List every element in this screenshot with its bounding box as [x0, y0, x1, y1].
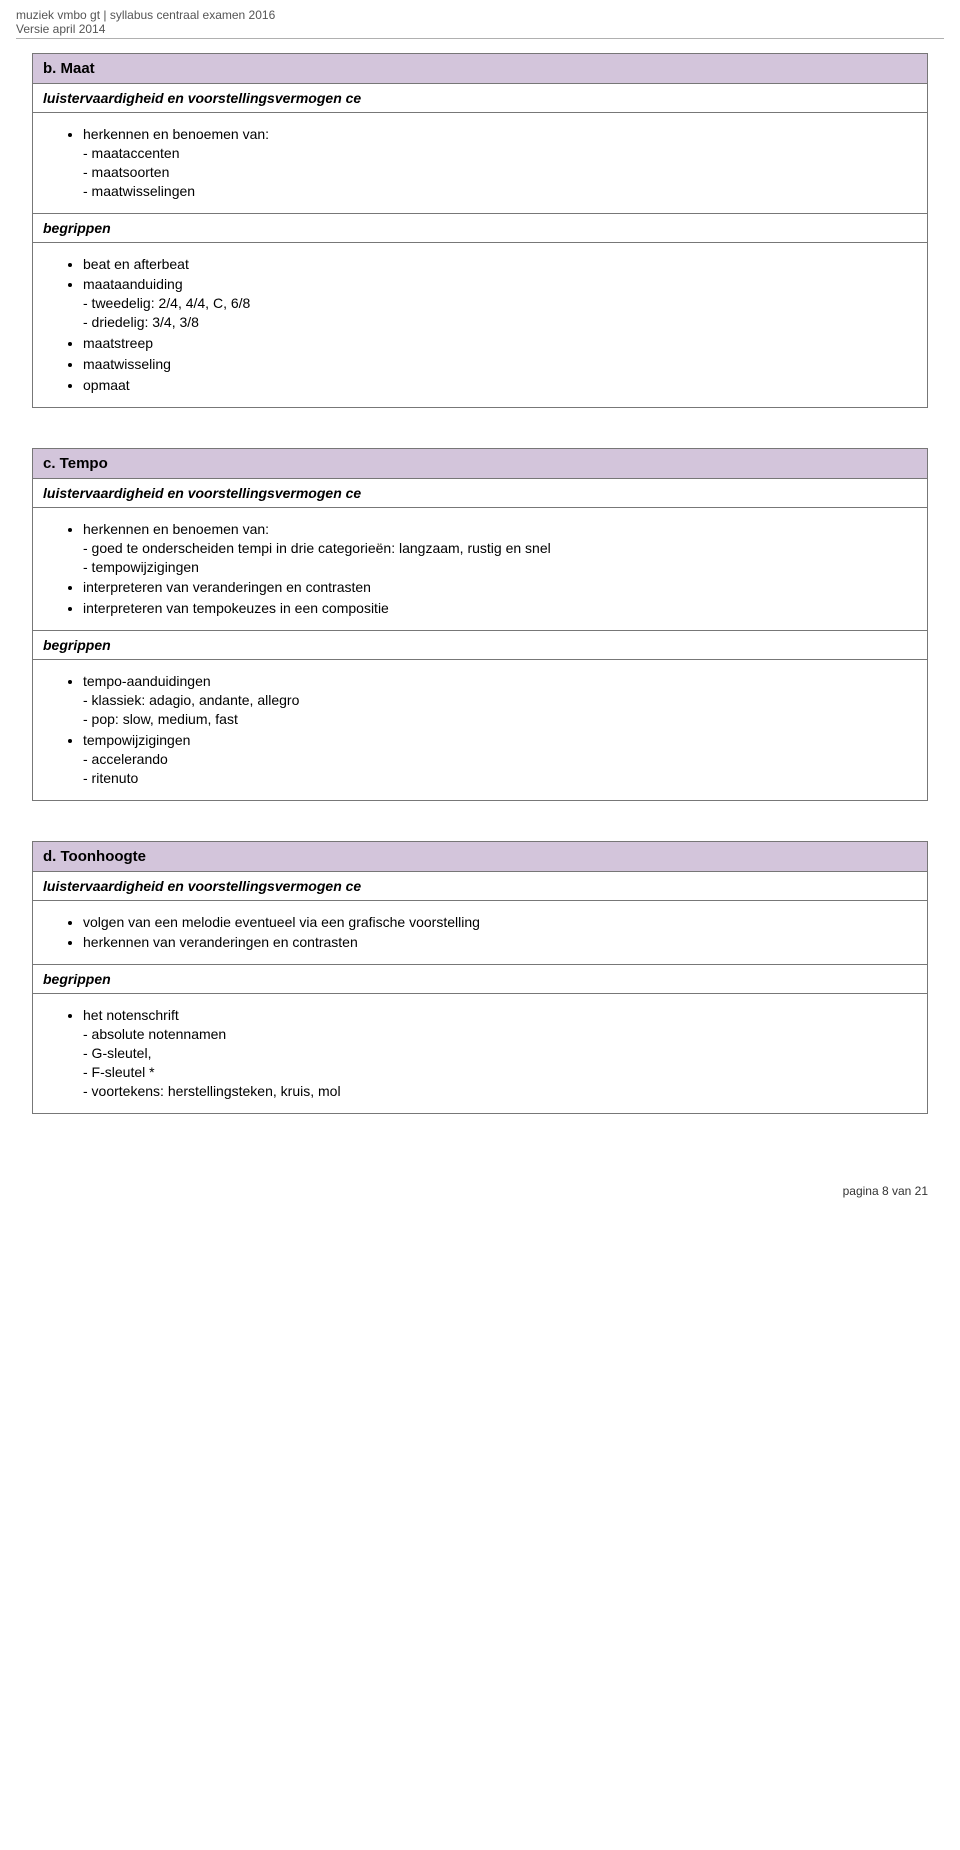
list-item: maataanduiding - tweedelig: 2/4, 4/4, C,… [83, 275, 917, 332]
header-line-2: Versie april 2014 [16, 22, 944, 36]
list-item: maatstreep [83, 334, 917, 353]
page-number: pagina 8 van 21 [843, 1184, 928, 1198]
list-item: tempowijzigingen - accelerando - ritenut… [83, 731, 917, 788]
section-title-maat: b. Maat [33, 54, 927, 84]
section-body-maat-1: herkennen en benoemen van: - maataccente… [33, 113, 927, 214]
bullet-list: het notenschrift - absolute notennamen -… [43, 1006, 917, 1100]
section-sub-maat-2: begrippen [33, 214, 927, 243]
section-body-maat-2: beat en afterbeat maataanduiding - tweed… [33, 243, 927, 407]
list-item: herkennen en benoemen van: - goed te ond… [83, 520, 917, 577]
bullet-list: beat en afterbeat maataanduiding - tweed… [43, 255, 917, 395]
list-subtext: - G-sleutel, [83, 1044, 917, 1063]
section-toonhoogte: d. Toonhoogte luistervaardigheid en voor… [32, 841, 928, 1114]
list-text: maataanduiding [83, 276, 183, 292]
list-item: herkennen en benoemen van: - maataccente… [83, 125, 917, 201]
bullet-list: volgen van een melodie eventueel via een… [43, 913, 917, 953]
page-footer: pagina 8 van 21 [0, 1174, 960, 1218]
list-subtext: - driedelig: 3/4, 3/8 [83, 313, 917, 332]
section-tempo: c. Tempo luistervaardigheid en voorstell… [32, 448, 928, 801]
list-subtext: - maatwisselingen [83, 182, 917, 201]
list-subtext: - ritenuto [83, 769, 917, 788]
bullet-list: herkennen en benoemen van: - maataccente… [43, 125, 917, 201]
section-title-toonhoogte: d. Toonhoogte [33, 842, 927, 872]
section-body-tempo-1: herkennen en benoemen van: - goed te ond… [33, 508, 927, 631]
list-subtext: - tempowijzigingen [83, 558, 917, 577]
list-subtext: - maatsoorten [83, 163, 917, 182]
list-subtext: - voortekens: herstellingsteken, kruis, … [83, 1082, 917, 1101]
section-body-toonhoogte-1: volgen van een melodie eventueel via een… [33, 901, 927, 966]
section-sub-tempo-1: luistervaardigheid en voorstellingsvermo… [33, 479, 927, 508]
list-text: het notenschrift [83, 1007, 179, 1023]
list-item: maatwisseling [83, 355, 917, 374]
section-body-tempo-2: tempo-aanduidingen - klassiek: adagio, a… [33, 660, 927, 799]
list-text: herkennen en benoemen van: [83, 521, 269, 537]
list-item: herkennen van veranderingen en contraste… [83, 933, 917, 952]
list-subtext: - maataccenten [83, 144, 917, 163]
bullet-list: herkennen en benoemen van: - goed te ond… [43, 520, 917, 618]
list-item: tempo-aanduidingen - klassiek: adagio, a… [83, 672, 917, 729]
list-subtext: - tweedelig: 2/4, 4/4, C, 6/8 [83, 294, 917, 313]
list-subtext: - accelerando [83, 750, 917, 769]
list-subtext: - goed te onderscheiden tempi in drie ca… [83, 539, 917, 558]
list-item: opmaat [83, 376, 917, 395]
page-content: b. Maat luistervaardigheid en voorstelli… [0, 43, 960, 1174]
section-maat: b. Maat luistervaardigheid en voorstelli… [32, 53, 928, 408]
list-text: tempowijzigingen [83, 732, 190, 748]
section-sub-toonhoogte-2: begrippen [33, 965, 927, 994]
section-sub-maat-1: luistervaardigheid en voorstellingsvermo… [33, 84, 927, 113]
list-item: het notenschrift - absolute notennamen -… [83, 1006, 917, 1100]
header-line-1: muziek vmbo gt | syllabus centraal exame… [16, 8, 944, 22]
section-sub-toonhoogte-1: luistervaardigheid en voorstellingsvermo… [33, 872, 927, 901]
list-item: volgen van een melodie eventueel via een… [83, 913, 917, 932]
list-subtext: - pop: slow, medium, fast [83, 710, 917, 729]
section-body-toonhoogte-2: het notenschrift - absolute notennamen -… [33, 994, 927, 1112]
section-sub-tempo-2: begrippen [33, 631, 927, 660]
bullet-list: tempo-aanduidingen - klassiek: adagio, a… [43, 672, 917, 787]
list-subtext: - absolute notennamen [83, 1025, 917, 1044]
section-title-tempo: c. Tempo [33, 449, 927, 479]
list-subtext: - F-sleutel * [83, 1063, 917, 1082]
list-text: tempo-aanduidingen [83, 673, 211, 689]
page-header: muziek vmbo gt | syllabus centraal exame… [0, 0, 960, 43]
list-text: herkennen en benoemen van: [83, 126, 269, 142]
list-item: interpreteren van veranderingen en contr… [83, 578, 917, 597]
list-subtext: - klassiek: adagio, andante, allegro [83, 691, 917, 710]
list-item: beat en afterbeat [83, 255, 917, 274]
list-item: interpreteren van tempokeuzes in een com… [83, 599, 917, 618]
header-divider [16, 38, 944, 39]
